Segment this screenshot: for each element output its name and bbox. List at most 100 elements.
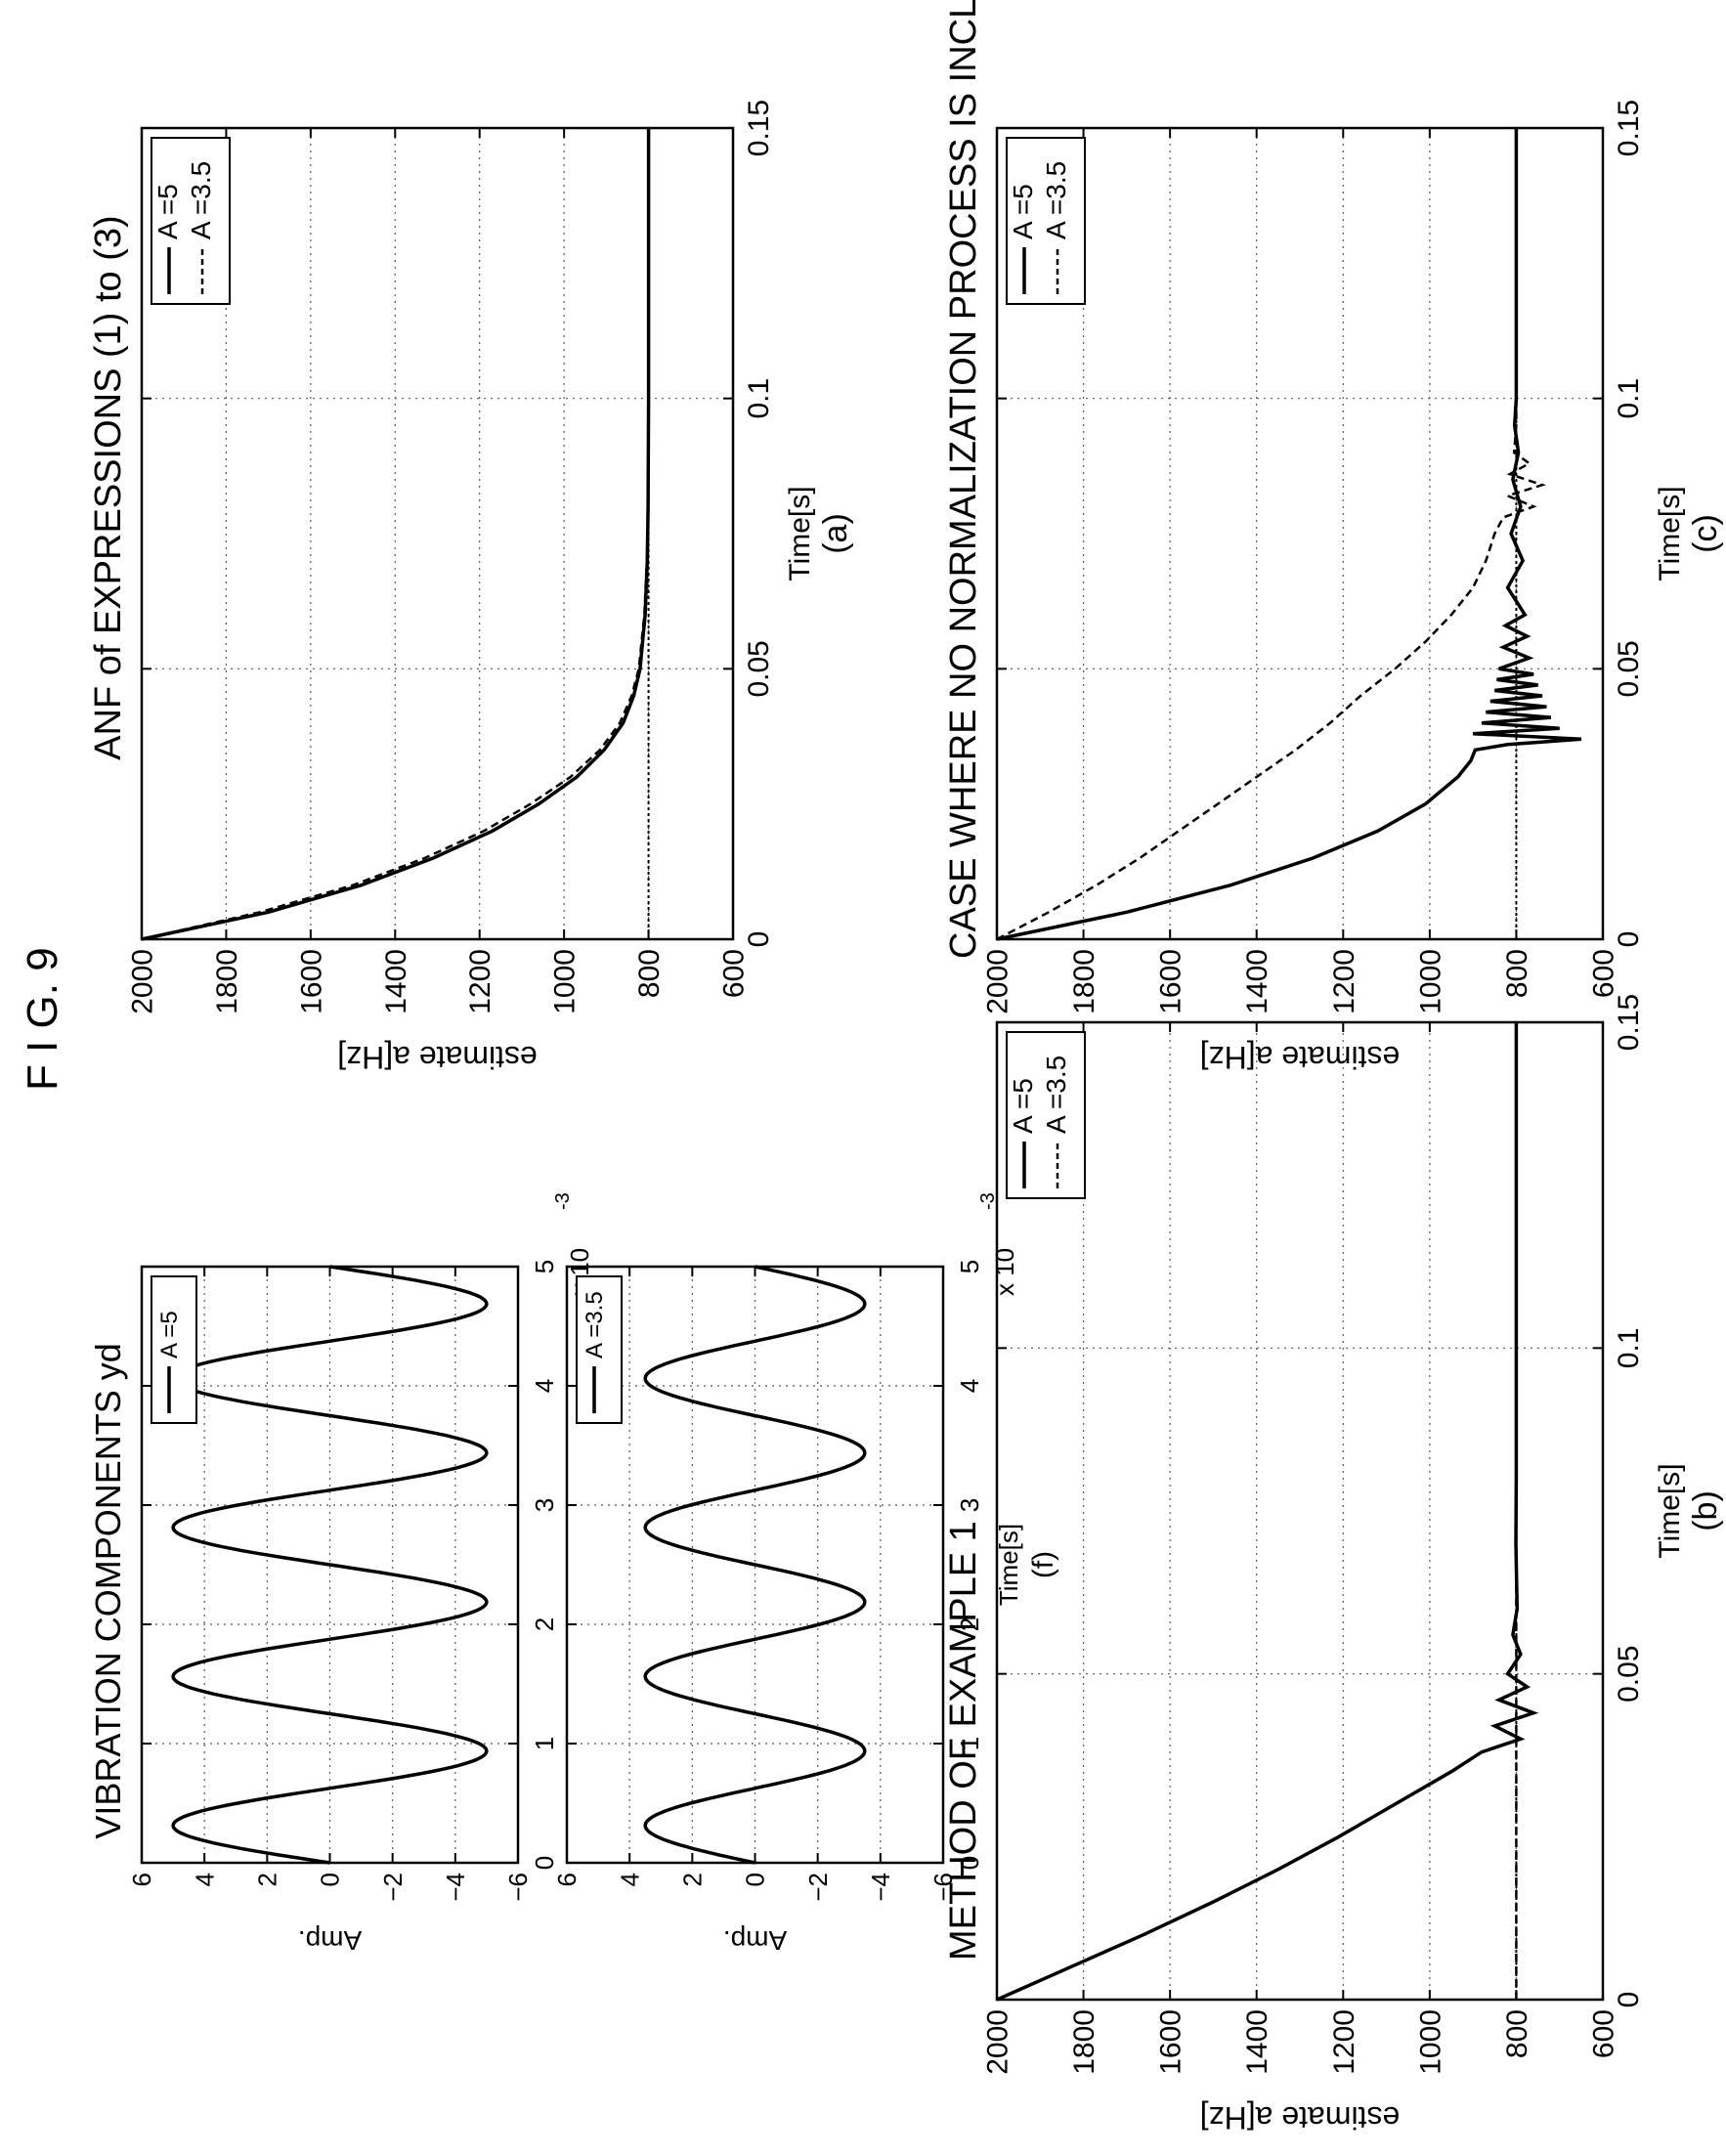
y-axis-label: estimate a[Hz]: [337, 1040, 538, 1075]
legend-label: A =3.5: [1041, 1056, 1071, 1134]
chart-title: METHOD OF EXAMPLE 1: [943, 1521, 984, 1961]
y-tick-label: 2000: [982, 949, 1014, 1014]
x-tick-label: 0: [743, 931, 775, 948]
chart-title: ANF of EXPRESSIONS (1) to (3): [88, 215, 129, 759]
series-line-1: [643, 1265, 867, 1865]
x-tick-label: 0.05: [1613, 1645, 1645, 1702]
legend-box: [576, 1275, 623, 1424]
chart-c: 0 0.05 0.1 0.15 2000 1800 1600 1400 1200 1000 800 6…: [943, 0, 1724, 1075]
x-tick-label: 0.1: [1613, 378, 1645, 419]
x-tick-label: 3: [955, 1498, 984, 1512]
legend-label: A =5: [156, 1311, 183, 1358]
plot-frame: [995, 126, 1605, 941]
y-tick-label: 6: [552, 1873, 582, 1886]
y-tick-label: 800: [1501, 2009, 1533, 2058]
y-tick-label: 1600: [1155, 2009, 1187, 2075]
x-axis-label: Time[s]: [1654, 486, 1686, 581]
y-tick-label: 1800: [1068, 2009, 1100, 2075]
y-tick-label: 1000: [1414, 2009, 1446, 2075]
y-tick-label: 4: [615, 1873, 644, 1886]
y-tick-label: 0: [741, 1873, 770, 1886]
x-tick-label: 0.1: [1613, 1327, 1645, 1368]
y-tick-label: 1200: [1328, 2009, 1360, 2075]
x-tick-label: 5: [955, 1260, 984, 1273]
chart-panels: 0 1 2 3 4 5 6 4 2 0 −2 −4 −6 x 10 -3 VIBRATION COMPONEN…: [88, 0, 1724, 2135]
legend-label: A =5: [152, 184, 183, 239]
x-axis-label: Time[s]: [1654, 1463, 1686, 1558]
series-line-1: [996, 128, 1582, 941]
y-tick-label: 1600: [295, 949, 327, 1014]
chart-title: VIBRATION COMPONENTS yd: [88, 1343, 128, 1838]
y-tick-label: 800: [633, 949, 666, 998]
chart-a: 0 0.05 0.1 0.15 2000 1800 1600 1400 1200 1000 800 6…: [88, 100, 854, 1075]
y-tick-label: 6: [127, 1873, 156, 1886]
y-axis-label: estimate a[Hz]: [1200, 1040, 1401, 1075]
y-tick-label: 1600: [1155, 949, 1187, 1014]
y-tick-label: 1200: [464, 949, 496, 1014]
y-tick-label: −6: [503, 1873, 533, 1902]
x-tick-label: 0: [530, 1856, 559, 1870]
y-tick-label: 1000: [1414, 949, 1446, 1014]
y-tick-label: 4: [190, 1873, 219, 1886]
y-tick-label: 1800: [1068, 949, 1100, 1014]
figure-label: F I G. 9: [19, 947, 66, 1091]
y-tick-label: 0: [316, 1873, 345, 1886]
plot-frame: [140, 126, 735, 941]
x-tick-label: 0: [955, 1856, 984, 1870]
x-tick-label: 1: [955, 1737, 984, 1750]
x-tick-label: 3: [530, 1498, 559, 1512]
x-scale-exponent: -3: [977, 1192, 999, 1210]
x-tick-label: 0.15: [1613, 994, 1645, 1051]
legend-box: [1006, 1031, 1086, 1199]
legend-label: A =5: [1008, 184, 1038, 239]
chart-caption: (a): [817, 513, 854, 554]
x-axis-label: Time[s]: [994, 1524, 1023, 1606]
x-tick-label: 0.15: [743, 100, 775, 156]
x-tick-label: 0.1: [743, 378, 775, 419]
y-tick-label: −6: [928, 1873, 958, 1902]
y-tick-label: 600: [1588, 949, 1620, 998]
legend-label: A =3.5: [1041, 161, 1071, 239]
x-tick-label: 0.05: [743, 640, 775, 697]
x-tick-label: 5: [530, 1260, 559, 1273]
series-line-2: [996, 128, 1547, 941]
y-tick-label: 600: [1588, 2009, 1620, 2058]
legend-box: [1006, 137, 1086, 305]
y-tick-label: 1400: [1241, 2009, 1273, 2075]
chart-caption: (b): [1687, 1490, 1724, 1531]
y-tick-label: 1000: [549, 949, 582, 1014]
y-tick-label: 2000: [127, 949, 159, 1014]
x-tick-label: 4: [530, 1379, 559, 1393]
plot-frame: [995, 1020, 1605, 2002]
x-axis-label: Time[s]: [784, 486, 816, 581]
y-tick-label: −2: [803, 1873, 833, 1902]
x-tick-label: 2: [955, 1617, 984, 1631]
x-tick-label: 4: [955, 1379, 984, 1393]
y-tick-label: −2: [378, 1873, 408, 1902]
series-line-2: [141, 128, 650, 941]
y-axis-label: Amp.: [723, 1925, 787, 1956]
y-axis-label: Amp.: [298, 1925, 362, 1956]
x-tick-label: 0: [1613, 1992, 1645, 2008]
chart-title: CASE WHERE NO NORMALIZATION PROCESS IS I…: [943, 0, 984, 959]
x-tick-label: 0: [1613, 931, 1645, 948]
legend-label: A =5: [1008, 1078, 1038, 1134]
y-tick-label: 1800: [211, 949, 243, 1014]
legend-label: A =3.5: [186, 161, 216, 239]
chart-f-bottom: 0 1 2 3 4 5 6 4 2 0 −2 −4 −6 x 10 -3 Amp. Time[s] (f) A =3…: [552, 1192, 1059, 1956]
y-axis-label: estimate a[Hz]: [1200, 2100, 1401, 2135]
y-tick-label: 1400: [1241, 949, 1273, 1014]
legend-box: [151, 1275, 197, 1424]
y-tick-label: −4: [866, 1873, 895, 1902]
legend-box: [151, 137, 231, 305]
y-tick-label: 800: [1501, 949, 1533, 998]
y-tick-label: 1200: [1328, 949, 1360, 1014]
y-tick-label: 2000: [982, 2009, 1014, 2075]
x-scale-label: x 10: [990, 1248, 1019, 1296]
x-tick-label: 0.15: [1613, 100, 1645, 156]
x-scale-exponent: -3: [552, 1192, 574, 1210]
